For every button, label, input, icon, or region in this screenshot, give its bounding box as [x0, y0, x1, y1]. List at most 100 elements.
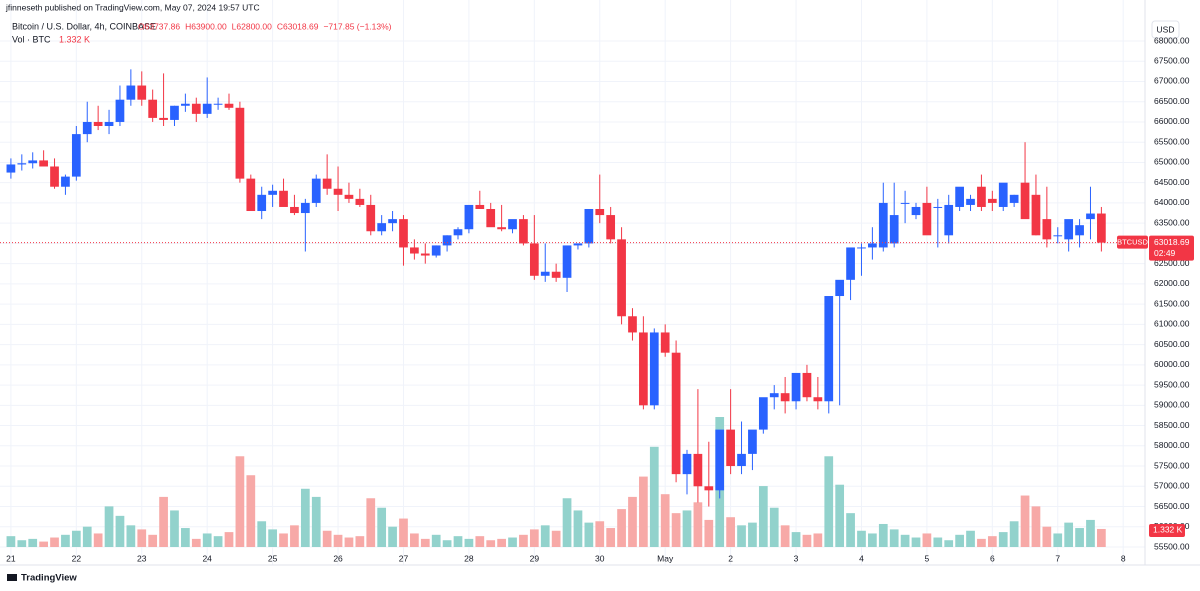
ohlc-value: O63737.86: [138, 21, 180, 31]
candle-body: [279, 190, 288, 207]
candle-body: [475, 204, 485, 209]
volume-bar: [529, 529, 539, 547]
volume-axis-label: 1.332 K: [1153, 525, 1183, 535]
volume-bar: [868, 533, 877, 547]
volume-bar: [17, 540, 27, 547]
volume-bar: [115, 515, 125, 547]
x-tick-label: 22: [72, 553, 82, 563]
volume-bar: [1042, 526, 1052, 547]
candle-body: [682, 453, 692, 475]
volume-bar: [780, 525, 790, 547]
volume-bar: [889, 529, 899, 547]
candle-body: [1031, 194, 1041, 236]
volume-bar: [595, 521, 605, 547]
volume-bar: [475, 536, 485, 547]
y-tick-label: 60000.00: [1154, 359, 1190, 369]
candle-body: [311, 178, 321, 203]
x-tick-label: 23: [137, 553, 147, 563]
chart-title: Bitcoin / U.S. Dollar, 4h, COINBASE: [12, 21, 156, 31]
candle-body: [639, 332, 648, 406]
publisher: jfinneseth published on TradingView.com,…: [5, 2, 260, 12]
candle-body: [857, 247, 866, 249]
candle-body: [584, 208, 594, 244]
candle-body: [126, 85, 136, 100]
volume-bar: [922, 533, 932, 547]
y-tick-label: 59000.00: [1154, 400, 1190, 410]
x-tick-label: 3: [794, 553, 799, 563]
volume-bar: [300, 488, 310, 547]
candle-body: [497, 227, 506, 230]
volume-bar: [737, 525, 746, 547]
volume-bar: [410, 533, 419, 547]
volume-bar: [682, 510, 692, 547]
y-tick-label: 56500.00: [1154, 501, 1190, 511]
volume-bar: [453, 536, 463, 547]
volume-bar: [628, 496, 637, 547]
volume-bar: [202, 533, 212, 547]
candle-body: [442, 235, 452, 246]
volume-bar: [246, 475, 256, 547]
volume-bar: [126, 525, 136, 547]
candle-body: [671, 352, 681, 475]
y-tick-label: 60500.00: [1154, 339, 1190, 349]
candle-body: [628, 316, 637, 333]
currency-box[interactable]: [1151, 20, 1180, 39]
candle-body: [290, 206, 299, 214]
brand-name: TradingView: [21, 573, 77, 584]
candle-body: [61, 176, 70, 187]
candle-body: [868, 243, 877, 248]
x-tick-label: 30: [595, 553, 605, 563]
candle-body: [835, 279, 845, 297]
candle-body: [540, 271, 550, 276]
candle-body: [715, 429, 725, 491]
volume-bar: [748, 522, 757, 547]
ohlc-value: H63900.00: [185, 21, 227, 31]
volume-bar: [420, 538, 430, 547]
volume-bar: [649, 446, 659, 547]
symbol-box: [1117, 235, 1148, 249]
volume-bar: [61, 534, 70, 547]
y-tick-label: 66000.00: [1154, 116, 1190, 126]
volume-bar: [93, 533, 103, 547]
volume-bar: [355, 536, 365, 547]
volume-bar: [955, 534, 964, 547]
candle-body: [181, 103, 190, 106]
candle-body: [104, 121, 114, 127]
volume-pane: [6, 417, 1106, 547]
candle-body: [944, 204, 954, 236]
candle-body: [704, 486, 714, 491]
x-tick-label: 4: [859, 553, 864, 563]
volume-bar: [181, 528, 190, 547]
y-tick-label: 66500.00: [1154, 96, 1190, 106]
candle-body: [508, 219, 517, 230]
y-tick-label: 65500.00: [1154, 136, 1190, 146]
candle-body: [562, 245, 572, 278]
volume-bar: [311, 496, 321, 547]
volume-bar: [562, 498, 572, 547]
candle-body: [28, 160, 38, 164]
x-tick-label: 25: [268, 553, 278, 563]
candle-body: [366, 204, 376, 232]
candle-body: [955, 186, 964, 207]
volume-bar: [660, 494, 670, 547]
candle-body: [1020, 182, 1030, 220]
x-tick-label: 24: [202, 553, 212, 563]
y-tick-label: 68000.00: [1154, 35, 1190, 45]
candle-body: [737, 453, 746, 467]
volume-bar: [758, 486, 768, 547]
volume-bar: [519, 534, 528, 547]
volume-bar: [639, 476, 648, 547]
volume-bar: [431, 534, 441, 547]
volume-bar: [191, 538, 201, 547]
volume-bar: [966, 530, 975, 547]
volume-bar: [726, 517, 735, 547]
volume-bar: [486, 540, 496, 547]
volume-bar: [508, 537, 517, 547]
volume-bar: [540, 525, 550, 547]
volume-bar: [606, 528, 616, 547]
candle-body: [399, 219, 408, 248]
y-tick-label: 67000.00: [1154, 76, 1190, 86]
candle-body: [846, 247, 855, 280]
